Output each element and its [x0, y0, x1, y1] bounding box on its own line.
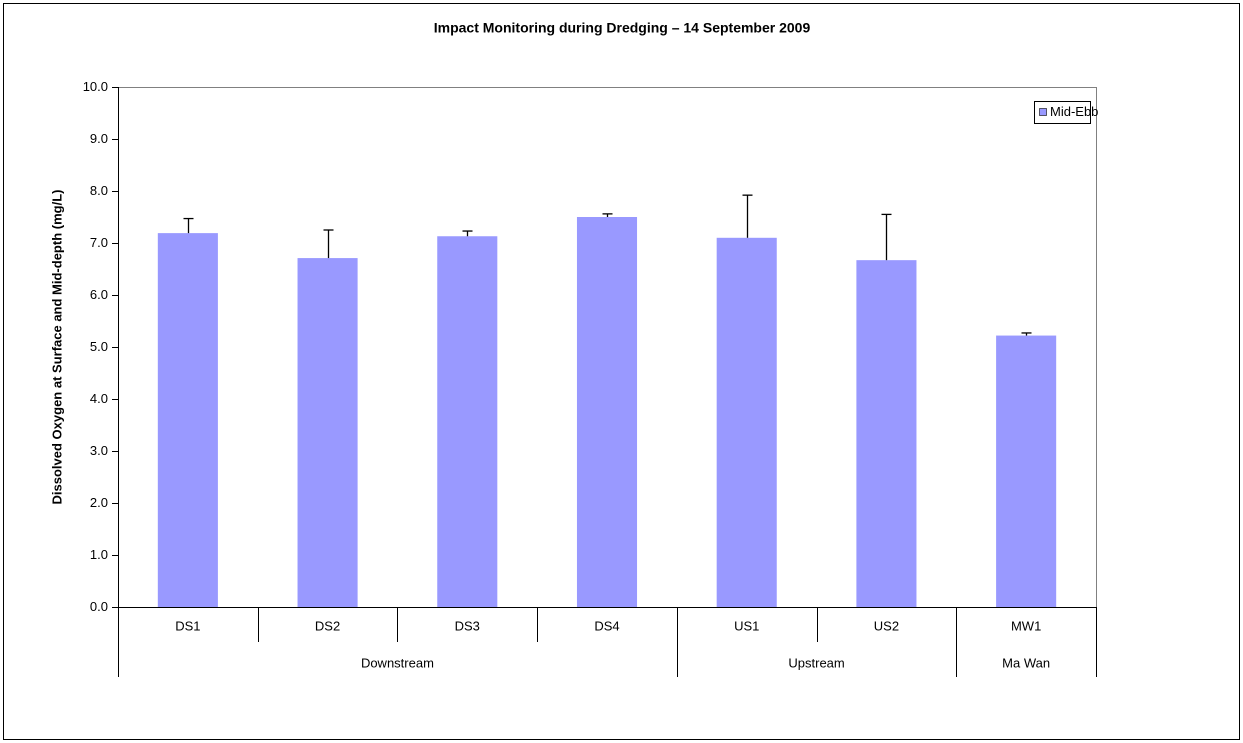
- y-tick-label: 6.0: [90, 287, 108, 302]
- bar: [297, 258, 358, 607]
- x-tick-label: DS2: [315, 618, 340, 633]
- y-tick-label: 0.0: [90, 599, 108, 614]
- error-bar: [881, 213, 892, 261]
- x-tick-label: MW1: [1011, 618, 1041, 633]
- y-tick-label: 8.0: [90, 183, 108, 198]
- bar: [437, 236, 498, 608]
- error-bar: [1021, 332, 1032, 336]
- group-label: Downstream: [361, 655, 434, 670]
- y-tick-label: 9.0: [90, 131, 108, 146]
- bar: [856, 260, 917, 607]
- legend-swatch: [1039, 108, 1047, 116]
- y-tick-label: 3.0: [90, 443, 108, 458]
- error-bar: [462, 230, 473, 237]
- error-bar: [183, 217, 194, 234]
- bar: [157, 233, 218, 607]
- y-axis-label: Dissolved Oxygen at Surface and Mid-dept…: [49, 190, 64, 505]
- y-tick-label: 4.0: [90, 391, 108, 406]
- group-label: Upstream: [788, 655, 844, 670]
- x-tick-label: DS1: [175, 618, 200, 633]
- legend-label: Mid-Ebb: [1050, 104, 1098, 119]
- y-tick-label: 2.0: [90, 495, 108, 510]
- bar: [576, 217, 638, 607]
- y-tick-label: 10.0: [83, 79, 108, 94]
- error-bar: [323, 229, 334, 259]
- y-tick-label: 7.0: [90, 235, 108, 250]
- y-tick-label: 5.0: [90, 339, 108, 354]
- x-tick-label: DS3: [455, 618, 480, 633]
- bar: [996, 335, 1057, 607]
- bar: [716, 237, 777, 608]
- error-bar: [742, 194, 753, 238]
- chart-title: Impact Monitoring during Dredging – 14 S…: [434, 20, 811, 36]
- x-tick-label: US1: [734, 618, 759, 633]
- error-bar: [602, 213, 613, 217]
- group-label: Ma Wan: [1002, 655, 1050, 670]
- legend-box: [1034, 101, 1091, 124]
- y-tick-label: 1.0: [90, 547, 108, 562]
- x-tick-label: US2: [874, 618, 899, 633]
- x-tick-label: DS4: [594, 618, 619, 633]
